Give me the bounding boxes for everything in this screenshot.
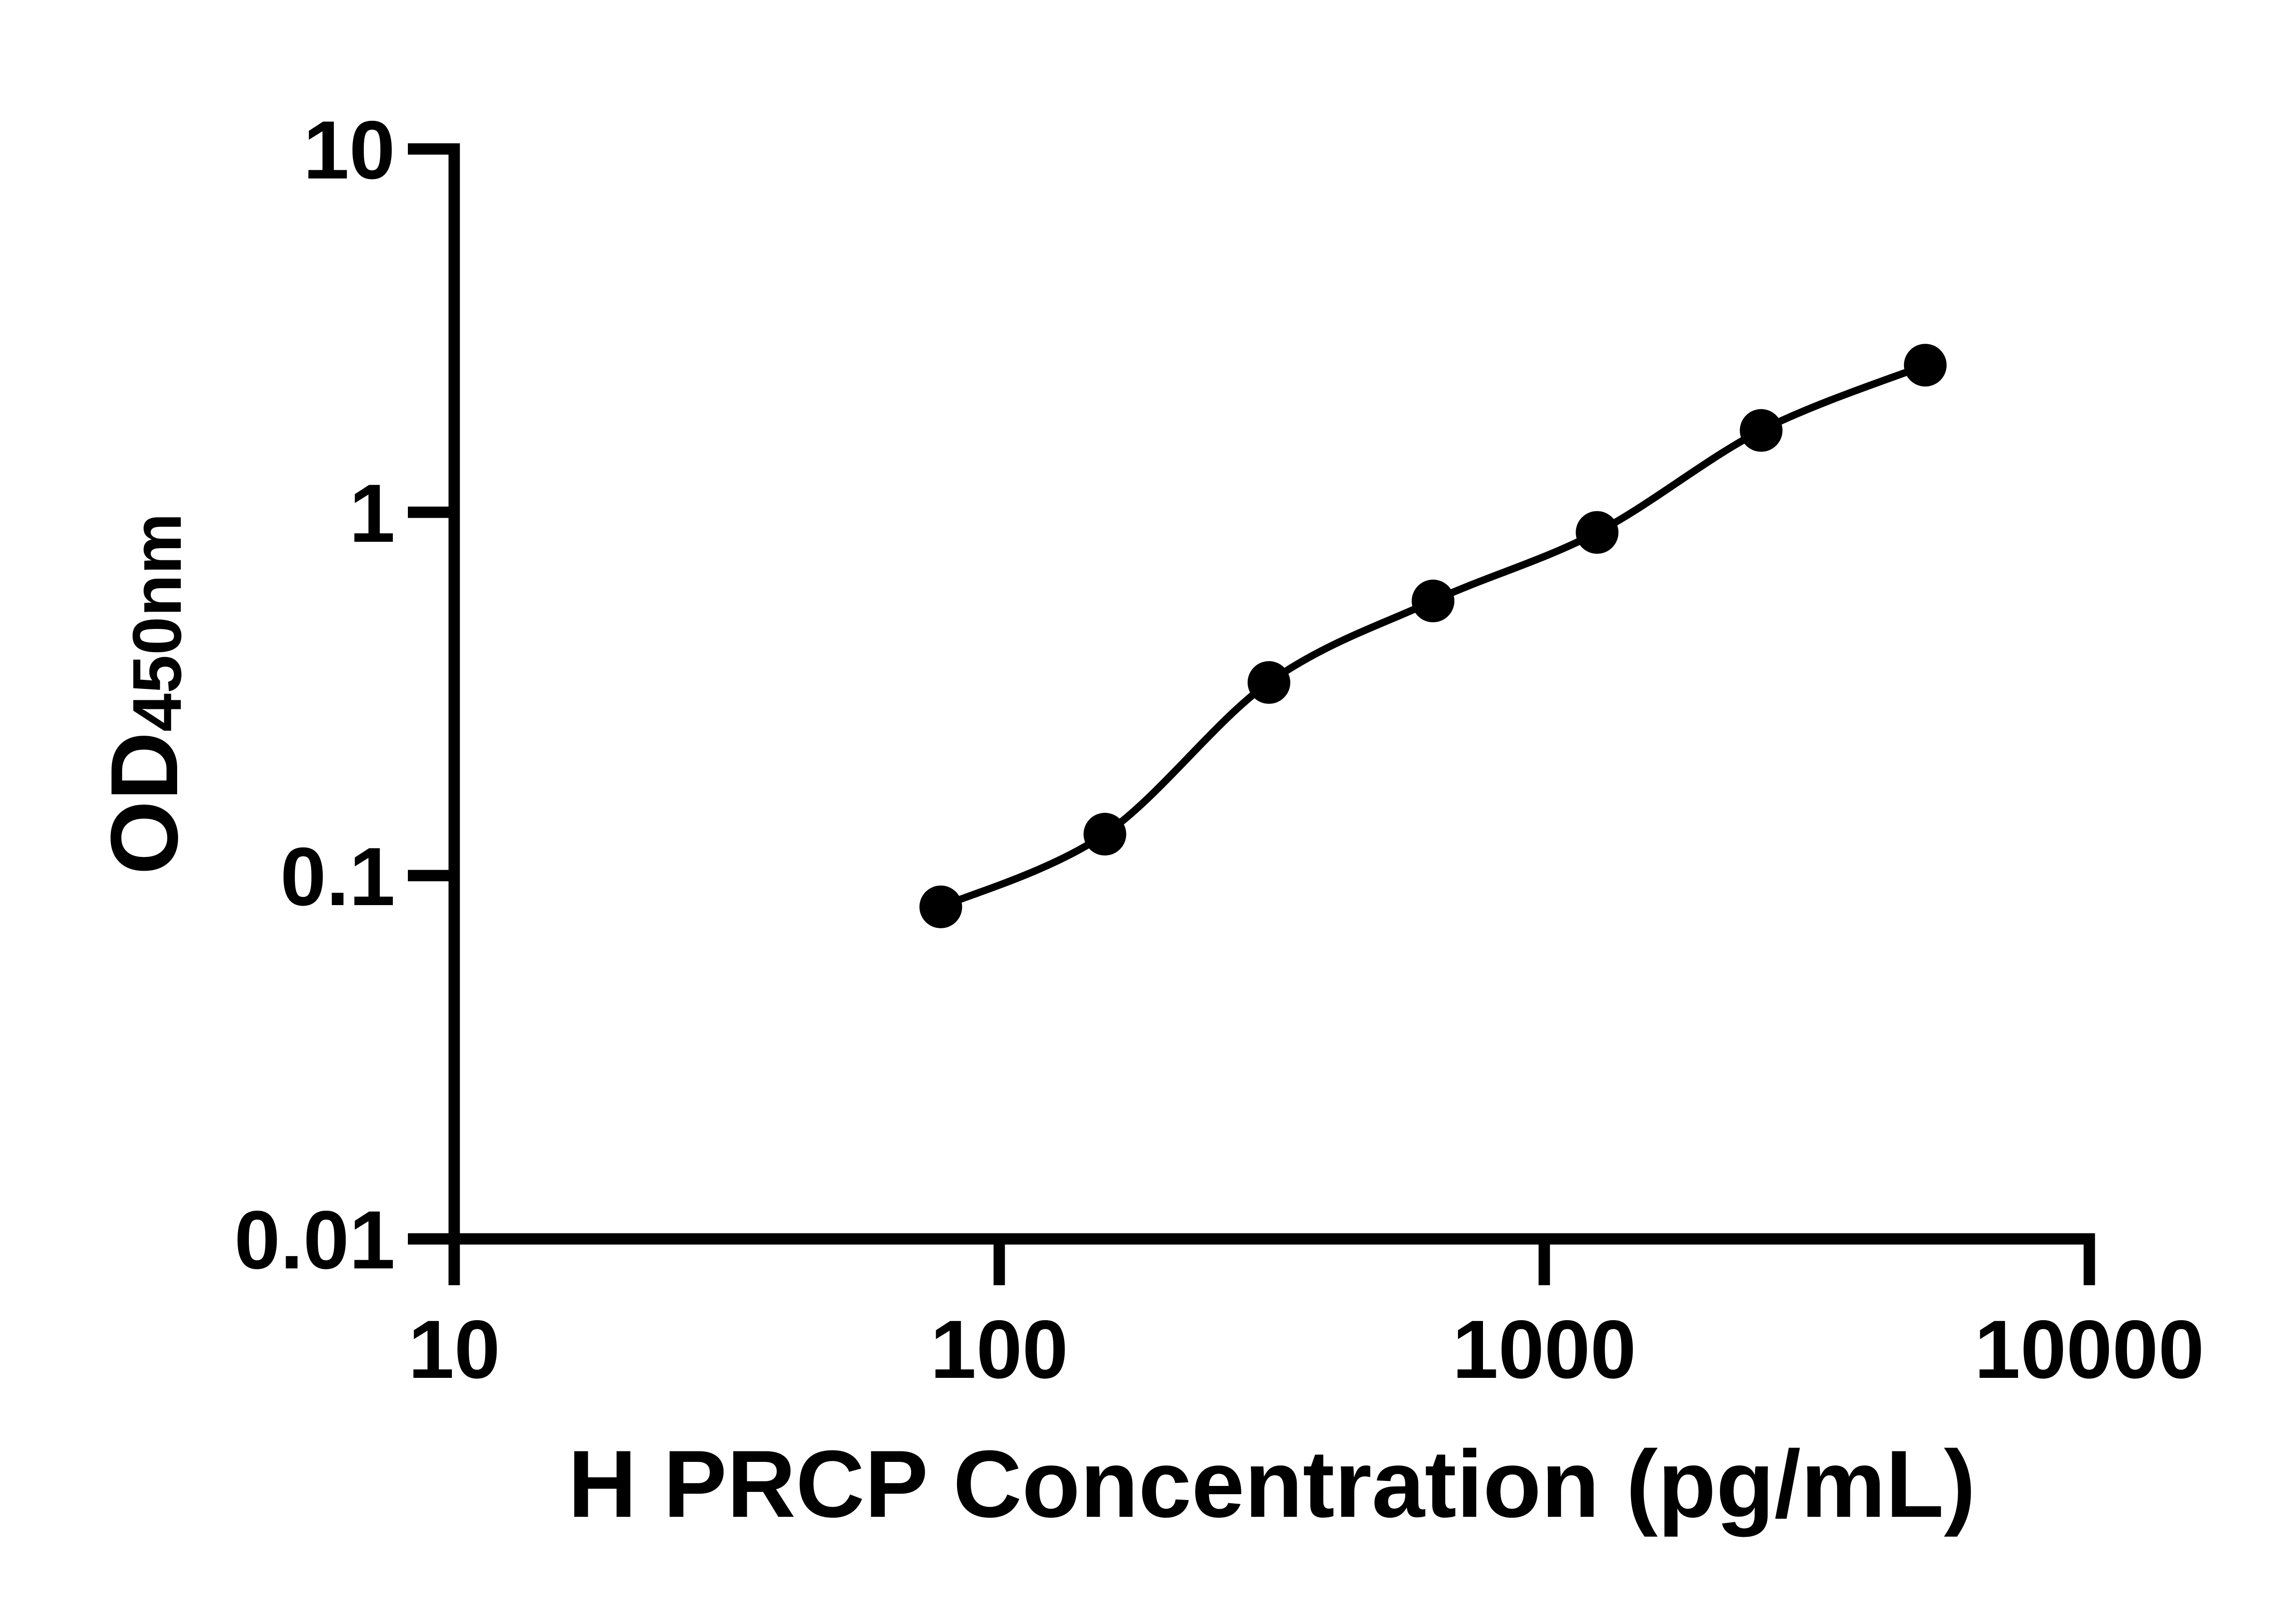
y-tick-label: 0.1: [280, 830, 395, 923]
y-tick-label: 1: [349, 467, 395, 559]
data-point: [1904, 344, 1947, 387]
ticks-group: [408, 143, 2095, 1285]
data-point: [1576, 511, 1619, 554]
y-tick-label: 0.01: [234, 1193, 395, 1286]
data-point: [1412, 579, 1455, 623]
y-axis-title: OD450nm: [91, 513, 198, 875]
x-tick-label: 1000: [1453, 1303, 1636, 1396]
y-axis-title-main: OD: [91, 732, 198, 875]
y-tick-label: 10: [303, 104, 395, 196]
data-points-group: [919, 344, 1947, 928]
x-axis-title: H PRCP Concentration (pg/mL): [568, 1431, 1975, 1537]
data-point: [1247, 661, 1290, 704]
x-tick-label: 10000: [1974, 1303, 2204, 1396]
x-tick-label: 10: [408, 1303, 500, 1396]
y-axis-title-subscript: 450nm: [119, 513, 196, 732]
data-point: [1740, 409, 1783, 452]
x-tick-label: 100: [930, 1303, 1068, 1396]
axes-group: [448, 143, 2095, 1245]
data-point: [919, 885, 962, 928]
data-point: [1083, 812, 1126, 856]
